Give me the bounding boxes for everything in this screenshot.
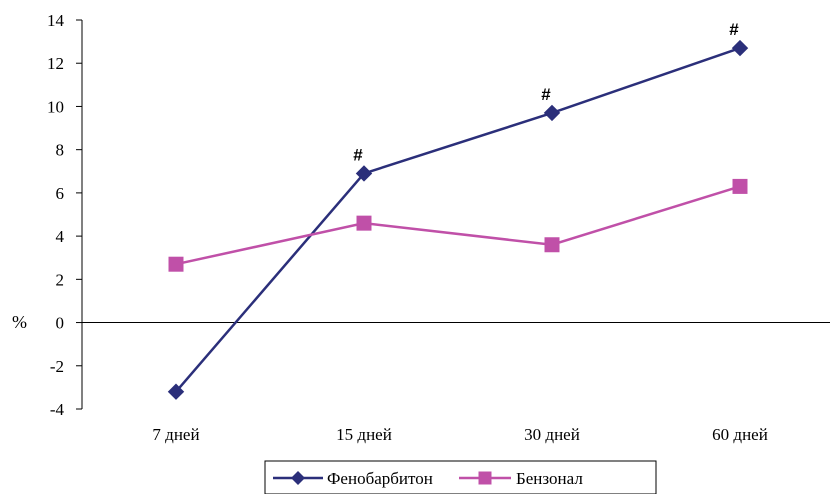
y-tick-label: 12 — [47, 54, 64, 73]
x-tick-label: 15 дней — [336, 425, 392, 444]
legend-item: Фенобарбитон — [273, 469, 433, 488]
series-2 — [168, 178, 748, 272]
legend-label: Фенобарбитон — [327, 469, 433, 488]
y-tick-label: 10 — [47, 97, 64, 116]
y-tick-label: 8 — [56, 141, 65, 160]
data-point — [167, 383, 185, 400]
x-tick-label: 7 дней — [152, 425, 199, 444]
series-1: # # # — [167, 20, 749, 400]
data-point — [168, 256, 184, 272]
legend-marker — [478, 471, 492, 485]
data-point — [355, 165, 373, 182]
data-point — [356, 215, 372, 231]
x-tick-label: 30 дней — [524, 425, 580, 444]
legend-label: Бензонал — [516, 469, 583, 488]
data-point — [543, 104, 561, 122]
x-tick-label: 60 дней — [712, 425, 768, 444]
series-line — [175, 46, 741, 393]
data-point — [544, 237, 560, 253]
data-point — [731, 39, 749, 57]
legend-item: Бензонал — [459, 469, 583, 488]
y-tick-label: 14 — [47, 11, 65, 30]
y-tick-label: -4 — [50, 400, 65, 419]
significance-marker: # — [353, 145, 363, 164]
y-tick-label: -2 — [50, 357, 64, 376]
legend: Фенобарбитон Бензонал — [264, 460, 657, 494]
series-line — [175, 185, 741, 266]
data-point — [732, 178, 748, 194]
significance-marker: # — [541, 85, 551, 104]
significance-marker: # — [729, 20, 739, 39]
x-axis: 7 дней 15 дней 30 дней 60 дней — [82, 322, 830, 444]
y-axis-label: % — [12, 312, 27, 332]
y-tick-label: 2 — [56, 270, 65, 289]
y-axis: 14 12 10 8 6 4 2 0 -2 -4 — [47, 11, 83, 419]
y-tick-label: 4 — [56, 227, 65, 246]
y-tick-label: 6 — [56, 184, 65, 203]
legend-marker — [291, 471, 305, 485]
series-group: # # # — [167, 20, 749, 400]
y-tick-label: 0 — [56, 314, 65, 333]
